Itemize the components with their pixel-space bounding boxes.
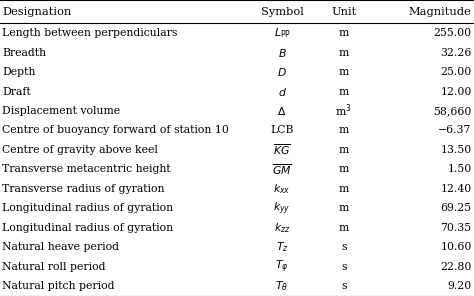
Text: Centre of buoyancy forward of station 10: Centre of buoyancy forward of station 10 <box>2 126 229 136</box>
Text: Longitudinal radius of gyration: Longitudinal radius of gyration <box>2 223 173 233</box>
Text: $d$: $d$ <box>278 86 286 97</box>
Text: m: m <box>338 184 349 194</box>
Text: $B$: $B$ <box>278 46 286 59</box>
Text: m: m <box>338 223 349 233</box>
Text: Transverse radius of gyration: Transverse radius of gyration <box>2 184 165 194</box>
Text: 32.26: 32.26 <box>440 48 472 58</box>
Text: m: m <box>338 67 349 77</box>
Text: Breadth: Breadth <box>2 48 46 58</box>
Text: Transverse metacentric height: Transverse metacentric height <box>2 164 171 174</box>
Text: m: m <box>338 164 349 174</box>
Text: m: m <box>338 28 349 38</box>
Text: $T_{\varphi}$: $T_{\varphi}$ <box>275 259 289 275</box>
Text: Natural heave period: Natural heave period <box>2 242 119 252</box>
Text: Designation: Designation <box>2 7 72 17</box>
Text: m$^3$: m$^3$ <box>335 103 352 119</box>
Text: m: m <box>338 86 349 96</box>
Text: $\overline{KG}$: $\overline{KG}$ <box>273 143 291 157</box>
Text: $\overline{GM}$: $\overline{GM}$ <box>272 162 292 177</box>
Text: Natural roll period: Natural roll period <box>2 262 106 272</box>
Text: Displacement volume: Displacement volume <box>2 106 120 116</box>
Text: 25.00: 25.00 <box>440 67 472 77</box>
Text: 70.35: 70.35 <box>440 223 472 233</box>
Text: $T_{\theta}$: $T_{\theta}$ <box>275 279 289 293</box>
Text: Longitudinal radius of gyration: Longitudinal radius of gyration <box>2 203 173 213</box>
Text: Unit: Unit <box>331 7 356 17</box>
Text: 255.00: 255.00 <box>434 28 472 38</box>
Text: 1.50: 1.50 <box>447 164 472 174</box>
Text: s: s <box>341 242 346 252</box>
Text: $D$: $D$ <box>277 66 287 78</box>
Text: Length between perpendiculars: Length between perpendiculars <box>2 28 178 38</box>
Text: $k_{zz}$: $k_{zz}$ <box>274 221 290 235</box>
Text: m: m <box>338 48 349 58</box>
Text: 12.00: 12.00 <box>440 86 472 96</box>
Text: m: m <box>338 145 349 155</box>
Text: 9.20: 9.20 <box>447 281 472 291</box>
Text: Draft: Draft <box>2 86 31 96</box>
Text: s: s <box>341 262 346 272</box>
Text: 10.60: 10.60 <box>440 242 472 252</box>
Text: 69.25: 69.25 <box>440 203 472 213</box>
Text: $k_{yy}$: $k_{yy}$ <box>273 200 291 217</box>
Text: $k_{xx}$: $k_{xx}$ <box>273 182 291 196</box>
Text: LCB: LCB <box>270 126 294 136</box>
Text: Magnitude: Magnitude <box>409 7 472 17</box>
Text: Depth: Depth <box>2 67 36 77</box>
Text: m: m <box>338 126 349 136</box>
Text: $T_z$: $T_z$ <box>276 240 288 254</box>
Text: m: m <box>338 203 349 213</box>
Text: 58,660: 58,660 <box>433 106 472 116</box>
Text: Centre of gravity above keel: Centre of gravity above keel <box>2 145 158 155</box>
Text: 12.40: 12.40 <box>440 184 472 194</box>
Text: $\Delta$: $\Delta$ <box>277 105 287 117</box>
Text: $L_{\mathrm{PP}}$: $L_{\mathrm{PP}}$ <box>273 26 291 40</box>
Text: Natural pitch period: Natural pitch period <box>2 281 115 291</box>
Text: 22.80: 22.80 <box>440 262 472 272</box>
Text: Symbol: Symbol <box>261 7 303 17</box>
Text: 13.50: 13.50 <box>440 145 472 155</box>
Text: −6.37: −6.37 <box>438 126 472 136</box>
Text: s: s <box>341 281 346 291</box>
